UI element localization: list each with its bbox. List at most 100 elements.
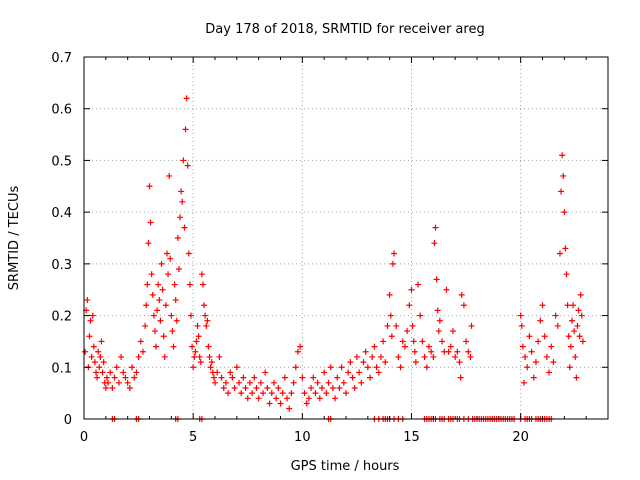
data-point-marker — [457, 374, 464, 381]
data-point-marker — [443, 286, 450, 293]
data-point-marker — [338, 364, 345, 371]
data-point-marker — [433, 276, 440, 283]
data-point-marker — [399, 338, 406, 345]
data-point-marker — [86, 333, 93, 340]
data-point-marker — [417, 312, 424, 319]
data-point-marker — [286, 405, 293, 412]
data-point-marker — [537, 317, 544, 324]
data-point-marker — [360, 359, 367, 366]
data-point-marker — [257, 379, 264, 386]
data-point-marker — [465, 348, 472, 355]
data-point-marker — [332, 395, 339, 402]
x-tick-label: 0 — [80, 430, 88, 445]
data-point-marker — [423, 364, 430, 371]
data-point-marker — [434, 307, 441, 314]
data-point-marker — [570, 302, 577, 309]
data-point-marker — [174, 235, 181, 241]
data-point-marker — [532, 359, 539, 366]
data-point-marker — [227, 369, 234, 376]
data-point-marker — [356, 369, 363, 376]
data-point-marker — [168, 312, 175, 319]
data-point-marker — [554, 322, 561, 329]
data-point-marker — [546, 369, 553, 376]
data-point-marker — [94, 374, 101, 381]
data-point-marker — [273, 395, 280, 402]
data-point-marker — [468, 322, 475, 329]
data-point-marker — [118, 353, 125, 360]
axis-ticks: 0 5 10 15 20 0 0.1 0.2 0.3 0.4 0.5 0.6 0.7 — [51, 51, 608, 445]
data-point-marker — [277, 400, 284, 407]
data-point-marker — [401, 343, 408, 350]
data-point-marker — [268, 390, 275, 397]
data-point-marker — [82, 348, 89, 355]
data-point-marker — [334, 374, 341, 381]
data-point-marker — [389, 260, 396, 267]
data-point-marker — [406, 302, 413, 309]
data-point-marker — [543, 353, 550, 360]
data-point-marker — [463, 338, 470, 345]
data-point-marker — [126, 384, 133, 391]
data-point-marker — [380, 338, 387, 345]
data-point-marker — [199, 281, 206, 288]
data-point-marker — [410, 338, 417, 345]
y-tick-label: 0.6 — [51, 103, 72, 118]
data-point-marker — [565, 333, 572, 340]
data-point-marker — [175, 266, 182, 273]
data-point-marker — [294, 348, 301, 355]
data-point-marker — [316, 395, 323, 402]
data-point-marker — [415, 281, 422, 288]
data-point-marker — [445, 348, 452, 355]
data-point-marker — [204, 317, 211, 324]
data-point-marker — [559, 152, 566, 159]
data-point-marker — [109, 384, 116, 391]
data-point-marker — [207, 364, 214, 371]
data-point-marker — [449, 328, 456, 335]
data-point-marker — [391, 250, 398, 257]
data-point-marker — [575, 307, 582, 314]
data-point-marker — [297, 343, 304, 350]
y-tick-label: 0.5 — [51, 154, 72, 169]
data-point-marker — [98, 338, 105, 345]
data-point-marker — [148, 271, 155, 278]
data-point-marker — [349, 374, 356, 381]
data-point-marker — [233, 364, 240, 371]
data-point-marker — [206, 353, 213, 360]
data-point-marker — [198, 271, 205, 278]
data-point-marker — [343, 390, 349, 397]
data-point-marker — [558, 188, 565, 195]
chart-title: Day 178 of 2018, SRMTID for receiver are… — [205, 22, 484, 37]
data-point-marker — [270, 379, 277, 386]
data-point-marker — [129, 364, 136, 371]
data-point-marker — [158, 260, 165, 267]
data-point-marker — [308, 384, 315, 391]
data-point-marker — [115, 379, 122, 386]
data-point-marker — [345, 369, 352, 376]
data-point-marker — [169, 328, 176, 335]
data-point-marker — [178, 188, 185, 195]
data-point-marker — [262, 369, 269, 376]
data-point-marker — [373, 364, 380, 371]
data-point-marker — [452, 353, 459, 360]
data-point-marker — [578, 312, 585, 319]
data-point-marker — [340, 379, 347, 386]
data-point-marker — [353, 353, 360, 360]
data-point-marker — [249, 390, 256, 397]
data-point-marker — [305, 395, 312, 402]
data-point-marker — [312, 390, 319, 397]
y-tick-label: 0.7 — [51, 51, 72, 66]
data-point-marker — [419, 338, 426, 345]
data-point-marker — [375, 369, 382, 376]
data-point-marker — [279, 390, 286, 397]
data-point-marker — [156, 297, 163, 304]
data-point-marker — [150, 312, 157, 319]
x-tick-label: 20 — [512, 430, 529, 445]
data-point-marker — [275, 384, 282, 391]
data-point-marker — [384, 322, 391, 329]
data-point-marker — [382, 359, 389, 366]
data-point-marker — [458, 291, 465, 298]
data-point-marker — [579, 338, 586, 345]
data-point-marker — [135, 353, 142, 360]
data-point-marker — [266, 400, 273, 407]
plot-frame — [83, 56, 609, 420]
data-point-marker — [362, 348, 369, 355]
